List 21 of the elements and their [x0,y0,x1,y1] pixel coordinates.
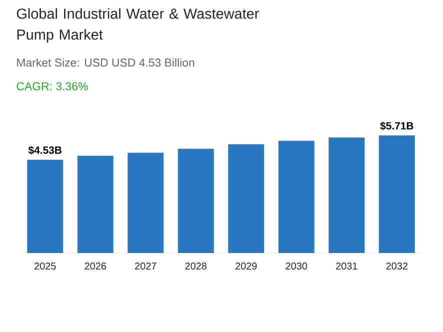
data-label: $5.71B [380,122,414,130]
chart-subtitle: Market Size: USD USD 4.53 Billion [17,58,194,67]
x-tick-label: 2026 [84,262,106,270]
x-tick-label: 2029 [236,262,257,270]
x-tick-label: 2030 [286,262,308,270]
bar [178,148,214,253]
bar [77,156,114,253]
bar [228,144,264,253]
x-tick-label: 2028 [185,262,207,270]
data-label: $4.53B [28,146,62,155]
bar [378,135,415,253]
bar [128,152,164,253]
text: CAGR: 3.36% [16,82,88,90]
x-tick-label: 2027 [135,262,156,270]
bar [278,140,314,253]
bar [27,160,64,253]
x-tick-label: 2032 [386,262,408,270]
x-tick-label: 2025 [34,262,56,270]
chart-title: Global Industrial Water & Wastewater Pump Market [16,8,259,43]
bar [328,137,365,253]
x-tick-label: 2031 [336,262,358,270]
